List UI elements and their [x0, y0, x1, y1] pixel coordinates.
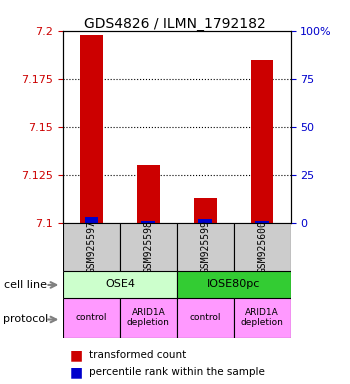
- FancyBboxPatch shape: [177, 271, 290, 298]
- Text: protocol: protocol: [4, 314, 49, 324]
- Text: GSM925598: GSM925598: [143, 220, 153, 273]
- FancyBboxPatch shape: [234, 298, 290, 338]
- Text: ■: ■: [70, 366, 83, 379]
- FancyBboxPatch shape: [177, 298, 234, 338]
- Text: control: control: [76, 313, 107, 322]
- Text: GSM925600: GSM925600: [257, 220, 267, 273]
- Text: transformed count: transformed count: [89, 350, 187, 360]
- FancyBboxPatch shape: [120, 298, 177, 338]
- Text: ARID1A
depletion: ARID1A depletion: [127, 308, 170, 328]
- FancyBboxPatch shape: [234, 223, 290, 271]
- FancyBboxPatch shape: [63, 223, 120, 271]
- Bar: [137, 165, 160, 223]
- FancyBboxPatch shape: [63, 271, 177, 298]
- Text: percentile rank within the sample: percentile rank within the sample: [89, 367, 265, 377]
- Text: IOSE80pc: IOSE80pc: [207, 279, 260, 289]
- FancyBboxPatch shape: [120, 223, 177, 271]
- Bar: [194, 198, 217, 223]
- Text: GSM925597: GSM925597: [86, 220, 97, 273]
- Bar: [85, 217, 98, 223]
- Bar: [141, 221, 155, 223]
- FancyBboxPatch shape: [63, 298, 120, 338]
- Bar: [198, 219, 212, 223]
- Text: GDS4826 / ILMN_1792182: GDS4826 / ILMN_1792182: [84, 17, 266, 31]
- FancyBboxPatch shape: [177, 223, 234, 271]
- Text: ARID1A
depletion: ARID1A depletion: [241, 308, 284, 328]
- Text: control: control: [189, 313, 221, 322]
- Text: ■: ■: [70, 348, 83, 362]
- Text: OSE4: OSE4: [105, 279, 135, 289]
- Text: GSM925599: GSM925599: [200, 220, 210, 273]
- Bar: [255, 221, 269, 223]
- Bar: [251, 60, 273, 223]
- Bar: [80, 35, 103, 223]
- Text: cell line: cell line: [4, 280, 47, 290]
